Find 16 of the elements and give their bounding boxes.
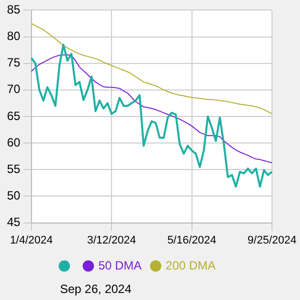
- y-tick-label: 80: [6, 29, 21, 44]
- y-tick-label: 50: [6, 188, 21, 203]
- y-tick-label: 60: [6, 135, 21, 150]
- x-tick-label: 9/25/2024: [248, 234, 296, 246]
- legend-label: 50 DMA: [98, 258, 142, 272]
- y-tick-label: 70: [6, 82, 21, 96]
- y-tick-label: 45: [6, 215, 21, 230]
- x-tick-label: 1/4/2024: [10, 234, 53, 246]
- y-tick-label: 55: [6, 162, 21, 176]
- x-tick-label: 5/16/2024: [167, 234, 216, 246]
- y-tick-label: 85: [6, 2, 21, 17]
- y-tick-label: 75: [6, 56, 21, 70]
- y-tick-label: 65: [6, 108, 21, 123]
- text: Sep 26, 2024: [60, 282, 132, 296]
- legend-label: 200 DMA: [166, 258, 216, 272]
- x-tick-label: 3/12/2024: [87, 234, 136, 246]
